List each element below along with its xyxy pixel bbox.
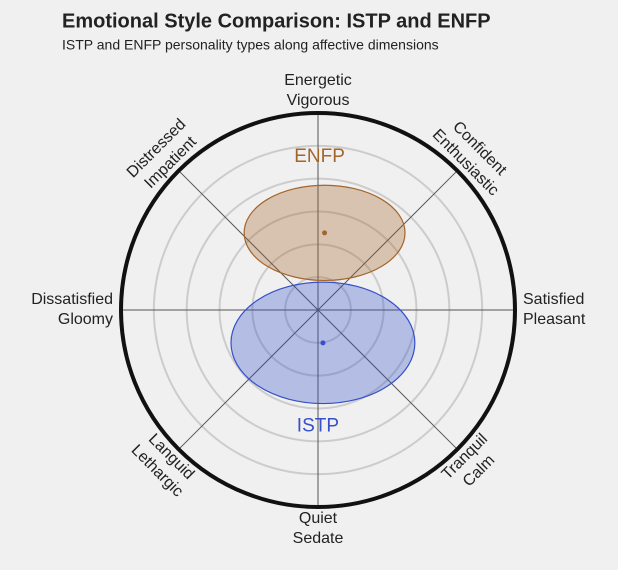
series-label: ENFP <box>294 146 345 167</box>
chart-title: Emotional Style Comparison: ISTP and ENF… <box>62 10 491 32</box>
axis-label: Dissatisfied Gloomy <box>31 291 113 328</box>
axis-spoke <box>178 309 319 450</box>
axis-spoke <box>317 170 458 311</box>
axis-label-line: Gloomy <box>58 311 113 328</box>
axis-label-line: Pleasant <box>523 311 586 328</box>
axis-label-line: Quiet <box>299 510 338 527</box>
series-label: ISTP <box>297 416 339 437</box>
axis-label-line: Dissatisfied <box>31 291 113 308</box>
chart-subtitle: ISTP and ENFP personality types along af… <box>62 37 439 53</box>
outer-circle <box>119 111 517 509</box>
axis-spoke <box>178 170 319 311</box>
axis-spoke <box>317 309 458 450</box>
center-dot <box>320 340 326 346</box>
axis-label-line: Satisfied <box>523 291 584 308</box>
axis-label-line: Vigorous <box>287 92 350 109</box>
axis-label-line: Sedate <box>293 530 344 547</box>
axis-label: Energetic Vigorous <box>284 72 352 109</box>
axis-label: Satisfied Pleasant <box>523 291 586 328</box>
center-dot <box>322 230 328 236</box>
axis-label-line: Energetic <box>284 72 352 89</box>
axis-label: Quiet Sedate <box>293 510 344 547</box>
